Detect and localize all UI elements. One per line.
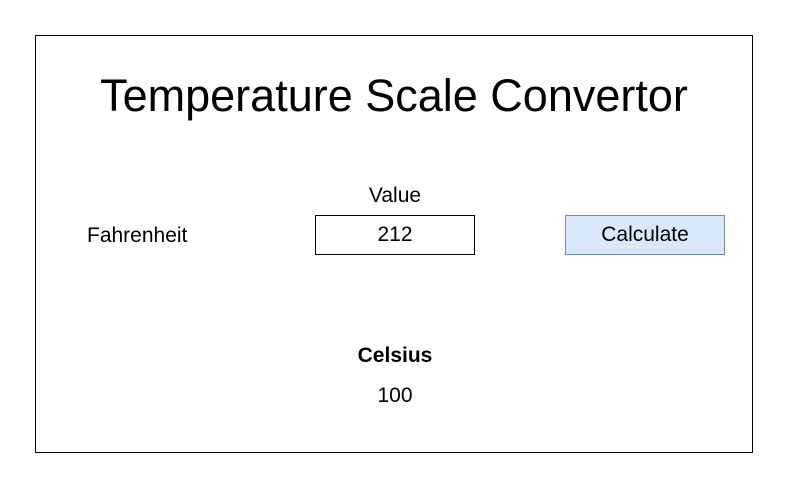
value-label: Value [368, 184, 422, 207]
calculate-button[interactable]: Calculate [565, 215, 725, 255]
page-title: Temperature Scale Convertor [100, 70, 688, 121]
result-scale-label: Celsius [357, 344, 433, 367]
value-input[interactable] [315, 215, 475, 255]
converter-panel [35, 35, 753, 453]
input-scale-label: Fahrenheit [87, 224, 188, 247]
result-value: 100 [377, 384, 413, 407]
